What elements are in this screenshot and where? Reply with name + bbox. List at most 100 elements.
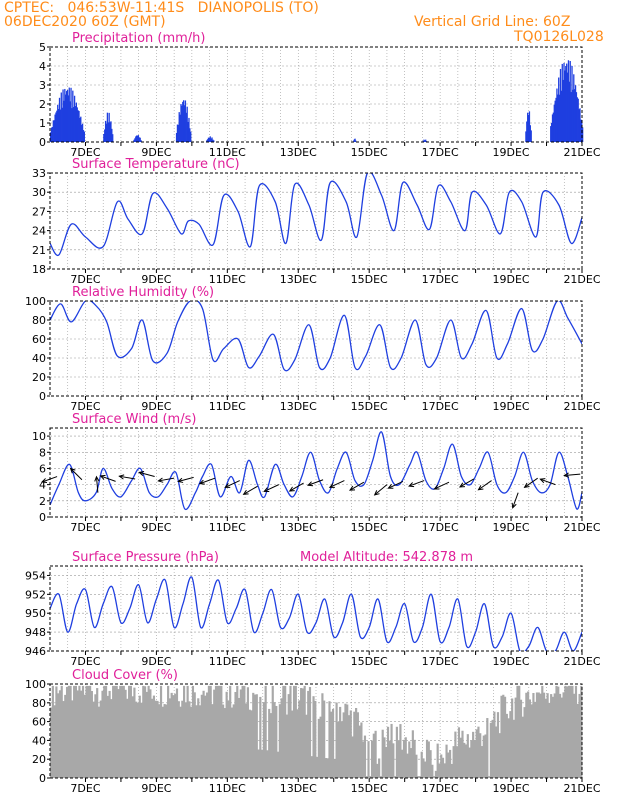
cloud-bar [133,687,136,778]
precip-bar [565,65,567,142]
cloud-bar [307,690,310,778]
cloud-bar [404,737,407,778]
cloud-bar [269,713,273,778]
cloud-bar [527,691,530,778]
cloud-bar [512,719,516,778]
wind-arrow-head [177,477,184,483]
temp-ytick-label: 21 [32,244,46,257]
cloud-frame [49,683,583,779]
humidity-xtick-label: 21DEC [563,400,600,413]
cloud-bar [459,737,462,778]
cloud-bar [433,776,436,778]
pressure-title: Surface Pressure (hPa) [72,550,219,565]
precip-bar [53,120,55,142]
cloud-bar [372,733,375,778]
cloud-bar [500,695,503,778]
cloud-bar [537,692,540,778]
cloud-bar [534,701,537,778]
precip-bar [76,107,78,142]
cloud-bar [268,708,271,778]
precip-bar [139,137,141,142]
cloud-bar [151,698,154,778]
precip-bar [553,104,555,142]
cloud-bar [190,706,193,778]
cloud-bar [491,719,494,778]
precip-bar [74,106,77,142]
cloud-bar [179,706,182,778]
precip-xtick-label: 13DEC [280,146,317,159]
precip-xtick-label: 11DEC [209,146,246,159]
cloud-bar [546,693,549,778]
header-code: TQ0126L028 [514,29,604,45]
cloud-bar [445,744,448,778]
cloud-bar [349,710,352,778]
precip-frame [49,46,583,143]
cloud-bar [388,740,391,778]
cloud-bar [386,726,390,778]
precip-bar [55,112,57,142]
wind-arrow [564,473,581,477]
precip-bar [69,101,71,142]
precip-ytick-label: 5 [39,41,46,54]
precip-bar [175,132,178,142]
pressure-xtick-label: 21DEC [563,655,600,668]
precip-bar [354,138,356,142]
humidity-xtick-label: 9DEC [141,400,171,413]
pressure-subtitle: Model Altitude: 542.878 m [300,550,473,565]
precip-bar [59,109,62,142]
cloud-bar [472,731,475,778]
cloud-xtick-label: 15DEC [351,782,388,795]
cloud-bar [223,708,226,778]
wind-arrow-head [198,479,205,485]
humidity-series-line [50,301,582,372]
cloud-bar [548,702,551,778]
cloud-bar [53,705,56,778]
cloud-bar [488,776,491,778]
wind-ytick-label: 8 [39,446,46,459]
cloud-bar [159,685,163,778]
precip-bar [574,89,576,142]
cloud-bar [411,730,414,778]
cloud-bar [143,686,147,778]
wind-xtick-label: 13DEC [280,521,317,534]
precip-bar [104,129,106,142]
cloud-bar [170,692,173,778]
cloud-bar [206,692,209,778]
precip-bar [550,126,552,142]
cloud-bar [346,704,349,778]
precip-bar [52,120,54,142]
precip-bar [61,107,63,142]
cloud-bar [356,712,359,778]
cloud-bar [51,685,54,778]
cloud-bar [259,696,262,778]
cloud-bar [218,685,221,778]
cloud-bar [560,697,563,778]
cloud-bar [184,702,187,778]
precip-bar [79,117,81,142]
precip-bar [206,140,208,142]
cloud-bar [434,770,437,778]
humidity-xtick-label: 11DEC [209,400,246,413]
cloud-bar [378,758,381,778]
precip-bar [560,90,563,142]
cloud-bar [198,705,202,778]
header-station: CPTEC: 046:53W-11:41S DIANOPOLIS (TO) [4,0,319,16]
precip-title: Precipitation (mm/h) [72,31,205,46]
cloud-bar [484,734,487,778]
cloud-bar [60,685,63,778]
header-grid-note: Vertical Grid Line: 60Z [414,14,571,30]
cloud-bar [482,735,485,778]
precip-bar [70,87,72,142]
wind-ytick-label: 4 [39,479,46,492]
cloud-bar [183,685,186,778]
cloud-bar [174,693,177,778]
precip-ytick-label: 3 [39,79,46,92]
precip-bar [80,116,82,142]
cloud-bar [197,698,200,778]
wind-arrow-head [99,474,106,480]
cloud-bar [305,714,308,778]
cloud-bar [415,754,418,778]
temp-xtick-label: 7DEC [70,273,100,286]
precip-bar [563,62,565,142]
cloud-bar [276,751,280,778]
